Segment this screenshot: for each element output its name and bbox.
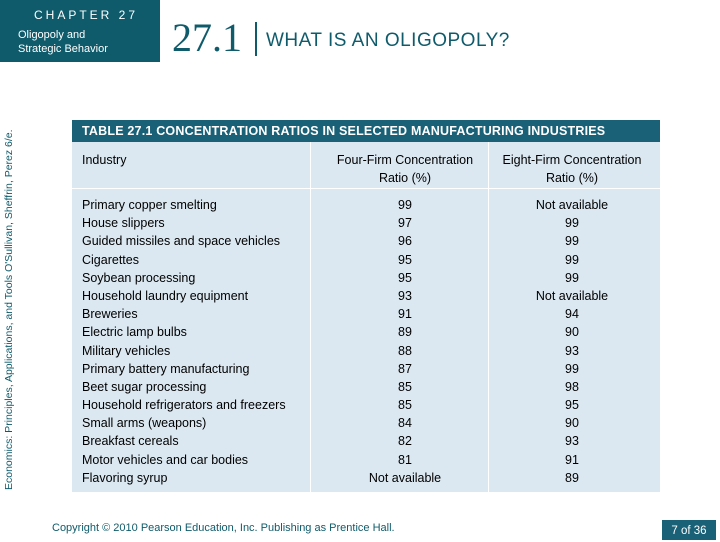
table-row: Guided missiles and space vehicles 96 99: [72, 232, 660, 250]
column-header-four-firm-line2: Ratio (%): [378, 171, 432, 185]
table-column-divider: [310, 142, 311, 492]
column-header-four-firm-line1: Four-Firm Concentration: [336, 153, 474, 167]
column-header-eight-firm-line2: Ratio (%): [545, 171, 599, 185]
four-firm-cell: 96: [398, 234, 412, 249]
industry-cell: Flavoring syrup: [82, 470, 168, 485]
concentration-table: TABLE 27.1 CONCENTRATION RATIOS IN SELEC…: [72, 120, 660, 492]
industry-cell: Electric lamp bulbs: [82, 325, 187, 340]
page-number-badge: 7 of 36: [662, 520, 716, 540]
chapter-box: CHAPTER 27 Oligopoly and Strategic Behav…: [0, 0, 160, 62]
four-firm-cell: 89: [398, 325, 412, 340]
table-row: Breweries 91 94: [72, 305, 660, 323]
column-header-four-firm: Four-Firm Concentration Ratio (%): [310, 151, 500, 187]
industry-cell: Household refrigerators and freezers: [82, 398, 286, 413]
industry-cell: Household laundry equipment: [82, 288, 249, 303]
table-row: Breakfast cereals 82 93: [72, 432, 660, 450]
eight-firm-cell: 98: [565, 379, 579, 394]
industry-cell: Soybean processing: [82, 270, 196, 285]
table-row: Cigarettes 95 99: [72, 251, 660, 269]
eight-firm-cell: 99: [565, 252, 579, 267]
column-header-industry: Industry: [82, 153, 127, 167]
table-row: Small arms (weapons) 84 90: [72, 414, 660, 432]
chapter-label: CHAPTER 27: [34, 8, 139, 22]
eight-firm-cell: 89: [565, 470, 579, 485]
section-title: WHAT IS AN OLIGOPOLY?: [266, 30, 510, 51]
side-book-credit: Economics: Principles, Applications, and…: [3, 129, 15, 490]
column-header-eight-firm-line1: Eight-Firm Concentration: [502, 153, 642, 167]
industry-cell: Motor vehicles and car bodies: [82, 452, 249, 467]
industry-cell: Breweries: [82, 307, 138, 322]
chapter-subtitle: Oligopoly and Strategic Behavior: [18, 28, 108, 56]
eight-firm-cell: 90: [565, 416, 579, 431]
four-firm-cell: 91: [398, 307, 412, 322]
table-row: Military vehicles 88 93: [72, 342, 660, 360]
section-divider: [255, 22, 257, 56]
table-row: Primary copper smelting 99 Not available: [72, 196, 660, 214]
four-firm-cell: 82: [398, 434, 412, 449]
table-row: Electric lamp bulbs 89 90: [72, 323, 660, 341]
chapter-subtitle-line1: Oligopoly and: [18, 29, 86, 41]
eight-firm-cell: Not available: [535, 198, 609, 212]
copyright-notice: Copyright © 2010 Pearson Education, Inc.…: [52, 522, 395, 534]
industry-cell: Beet sugar processing: [82, 379, 207, 394]
eight-firm-cell: 94: [565, 307, 579, 322]
four-firm-cell: 85: [398, 398, 412, 413]
column-header-eight-firm: Eight-Firm Concentration Ratio (%): [488, 151, 656, 187]
table-row: Household laundry equipment 93 Not availab…: [72, 287, 660, 305]
four-firm-cell: 85: [398, 379, 412, 394]
industry-cell: Primary copper smelting: [82, 198, 217, 212]
industry-cell: Guided missiles and space vehicles: [82, 234, 281, 249]
eight-firm-cell: 93: [565, 434, 579, 449]
four-firm-cell: 95: [398, 252, 412, 267]
four-firm-cell: Not available: [368, 470, 442, 485]
industry-cell: Primary battery manufacturing: [82, 361, 250, 376]
table-row: Primary battery manufacturing 87 99: [72, 360, 660, 378]
industry-cell: Military vehicles: [82, 343, 171, 358]
table-title: TABLE 27.1 CONCENTRATION RATIOS IN SELEC…: [72, 120, 660, 142]
industry-cell: Cigarettes: [82, 252, 139, 267]
table-row: Motor vehicles and car bodies 81 91: [72, 451, 660, 469]
four-firm-cell: 87: [398, 361, 412, 376]
table-body: Primary copper smelting 99 Not available H…: [72, 196, 660, 487]
table-header-divider: [72, 188, 660, 189]
four-firm-cell: 88: [398, 343, 412, 358]
eight-firm-cell: 95: [565, 398, 579, 413]
four-firm-cell: 97: [398, 216, 412, 231]
four-firm-cell: 99: [398, 198, 412, 212]
four-firm-cell: 81: [398, 452, 412, 467]
eight-firm-cell: 91: [565, 452, 579, 467]
eight-firm-cell: Not available: [535, 288, 609, 303]
four-firm-cell: 84: [398, 416, 412, 431]
chapter-subtitle-line2: Strategic Behavior: [18, 43, 108, 55]
table-row: Flavoring syrup Not available 89: [72, 469, 660, 487]
table-row: Beet sugar processing 85 98: [72, 378, 660, 396]
industry-cell: Breakfast cereals: [82, 434, 179, 449]
four-firm-cell: 93: [398, 288, 412, 303]
eight-firm-cell: 99: [565, 361, 579, 376]
table-row: Soybean processing 95 99: [72, 269, 660, 287]
eight-firm-cell: 99: [565, 216, 579, 231]
table-column-divider: [488, 142, 489, 492]
eight-firm-cell: 90: [565, 325, 579, 340]
eight-firm-cell: 99: [565, 234, 579, 249]
four-firm-cell: 95: [398, 270, 412, 285]
eight-firm-cell: 93: [565, 343, 579, 358]
eight-firm-cell: 99: [565, 270, 579, 285]
table-row: Household refrigerators and freezers 85 95: [72, 396, 660, 414]
industry-cell: Small arms (weapons): [82, 416, 207, 431]
industry-cell: House slippers: [82, 216, 165, 231]
table-row: House slippers 97 99: [72, 214, 660, 232]
section-number: 27.1: [172, 15, 242, 60]
